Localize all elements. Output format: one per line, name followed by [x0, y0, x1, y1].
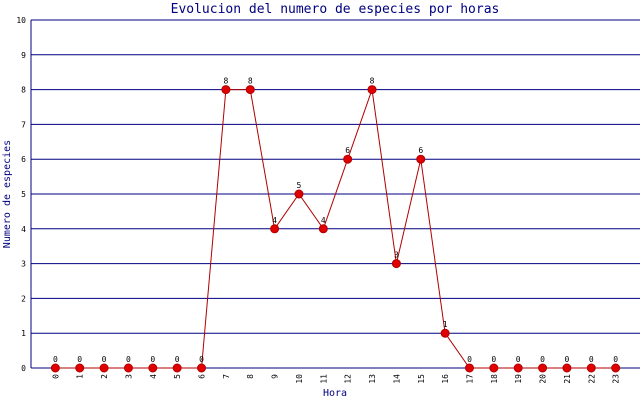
x-tick-label: 0 — [51, 374, 60, 379]
data-point — [586, 363, 596, 373]
y-tick-label: 8 — [21, 86, 26, 95]
y-tick-label: 4 — [21, 225, 26, 234]
data-point — [513, 363, 523, 373]
x-tick-label: 16 — [441, 374, 450, 384]
data-point — [172, 363, 182, 373]
x-tick-label: 10 — [295, 374, 304, 384]
data-point — [611, 363, 621, 373]
x-tick-label: 14 — [392, 374, 401, 384]
y-tick-label: 6 — [21, 155, 26, 164]
x-tick-label: 3 — [124, 374, 133, 379]
x-tick-label: 2 — [100, 374, 109, 379]
value-label: 0 — [491, 355, 496, 364]
data-point — [148, 363, 158, 373]
y-tick-label: 0 — [21, 364, 26, 373]
y-tick-label: 7 — [21, 120, 26, 129]
data-point — [538, 363, 548, 373]
data-point — [464, 363, 474, 373]
y-tick-label: 2 — [21, 294, 26, 303]
data-point — [270, 224, 280, 234]
data-point — [343, 154, 353, 164]
x-tick-label: 20 — [539, 374, 548, 384]
x-tick-label: 17 — [465, 374, 474, 384]
data-point — [318, 224, 328, 234]
value-label: 0 — [565, 355, 570, 364]
value-label: 0 — [53, 355, 58, 364]
x-tick-label: 21 — [563, 374, 572, 384]
x-tick-label: 9 — [271, 374, 280, 379]
data-point — [440, 328, 450, 338]
value-label: 0 — [199, 355, 204, 364]
value-label: 0 — [102, 355, 107, 364]
x-tick-label: 13 — [368, 374, 377, 384]
x-tick-label: 4 — [149, 374, 158, 379]
value-label: 6 — [418, 146, 423, 155]
x-tick-label: 23 — [612, 374, 621, 384]
data-point — [367, 85, 377, 95]
value-label: 0 — [540, 355, 545, 364]
data-point — [75, 363, 85, 373]
x-tick-label: 8 — [246, 374, 255, 379]
x-tick-label: 18 — [490, 374, 499, 384]
value-label: 0 — [589, 355, 594, 364]
data-point — [245, 85, 255, 95]
data-point — [50, 363, 60, 373]
data-point — [99, 363, 109, 373]
data-point — [416, 154, 426, 164]
y-axis-label: Numero de especies — [2, 140, 13, 248]
y-tick-label: 10 — [16, 16, 26, 25]
value-label: 4 — [321, 216, 326, 225]
value-label: 0 — [467, 355, 472, 364]
x-axis-label: Hora — [323, 388, 347, 399]
x-tick-label: 6 — [198, 374, 207, 379]
x-tick-label: 22 — [587, 374, 596, 384]
x-tick-label: 19 — [514, 374, 523, 384]
value-label: 8 — [223, 77, 228, 86]
data-point — [123, 363, 133, 373]
y-tick-label: 1 — [21, 329, 26, 338]
value-label: 0 — [150, 355, 155, 364]
value-label: 4 — [272, 216, 277, 225]
y-tick-label: 3 — [21, 260, 26, 269]
value-label: 5 — [297, 181, 302, 190]
x-tick-label: 11 — [319, 374, 328, 384]
value-label: 0 — [516, 355, 521, 364]
data-point — [197, 363, 207, 373]
data-point — [391, 259, 401, 269]
x-tick-label: 5 — [173, 374, 182, 379]
x-tick-label: 1 — [76, 374, 85, 379]
data-point — [221, 85, 231, 95]
y-tick-label: 5 — [21, 190, 26, 199]
value-label: 8 — [370, 77, 375, 86]
y-tick-label: 9 — [21, 51, 26, 60]
value-label: 0 — [175, 355, 180, 364]
value-label: 1 — [443, 320, 448, 329]
x-tick-label: 12 — [344, 374, 353, 384]
data-point — [562, 363, 572, 373]
data-point — [294, 189, 304, 199]
value-label: 6 — [345, 146, 350, 155]
value-label: 0 — [126, 355, 131, 364]
value-label: 8 — [248, 77, 253, 86]
data-point — [489, 363, 499, 373]
value-label: 0 — [77, 355, 82, 364]
chart-title: Evolucion del numero de especies por hor… — [171, 2, 500, 17]
value-label: 0 — [613, 355, 618, 364]
x-tick-label: 15 — [417, 374, 426, 384]
value-label: 3 — [394, 251, 399, 260]
x-tick-label: 7 — [222, 374, 231, 379]
